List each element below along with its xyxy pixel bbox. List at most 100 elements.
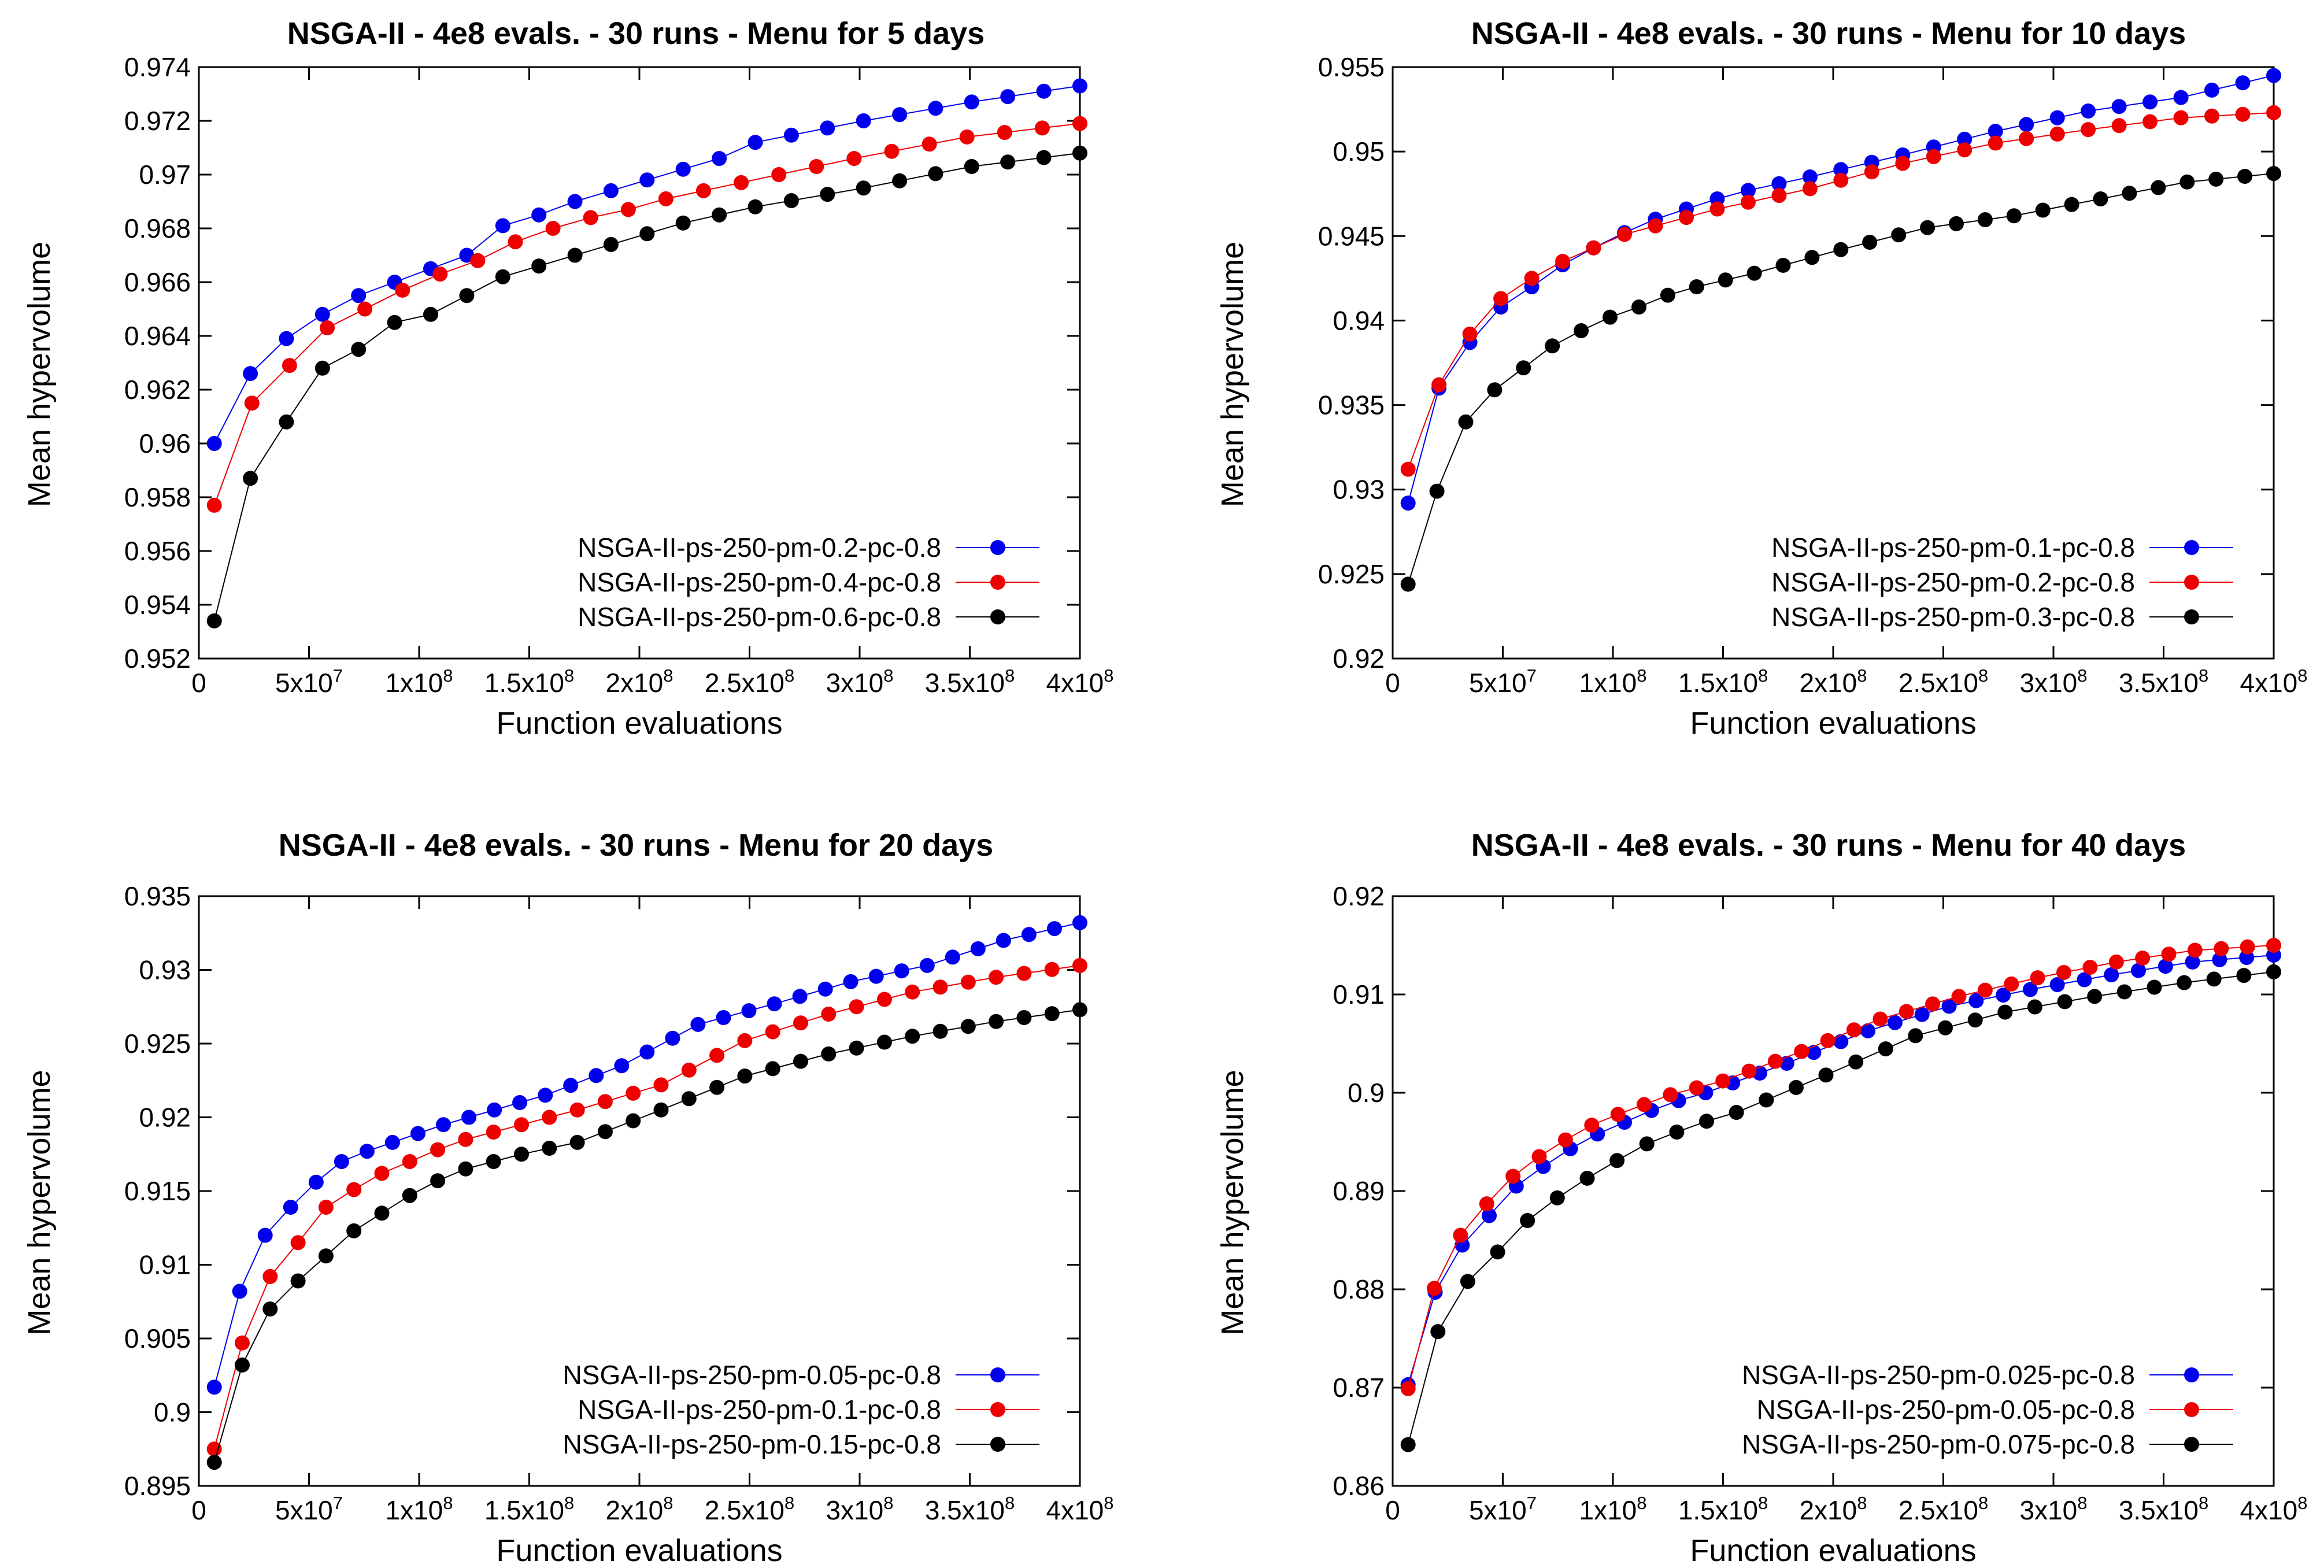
data-point bbox=[486, 1125, 501, 1140]
legend-marker bbox=[2184, 1437, 2199, 1452]
data-point bbox=[1016, 1010, 1032, 1025]
data-point bbox=[658, 191, 673, 206]
chart-title: NSGA-II - 4e8 evals. - 30 runs - Menu fo… bbox=[279, 828, 993, 863]
data-point bbox=[567, 194, 583, 209]
data-point bbox=[905, 984, 920, 1000]
data-point bbox=[1072, 116, 1087, 131]
legend-label: NSGA-II-ps-250-pm-0.05-pc-0.8 bbox=[563, 1360, 941, 1390]
data-point bbox=[1718, 272, 1733, 288]
data-point bbox=[1431, 377, 1447, 393]
legend-label: NSGA-II-ps-250-pm-0.025-pc-0.8 bbox=[1742, 1360, 2135, 1390]
y-tick-label: 0.9 bbox=[1348, 1078, 1385, 1108]
data-point bbox=[868, 968, 884, 984]
data-point bbox=[314, 360, 330, 376]
data-point bbox=[1988, 135, 2003, 151]
data-point bbox=[538, 1088, 553, 1103]
data-point bbox=[1044, 1006, 1060, 1022]
data-point bbox=[1740, 194, 1756, 210]
y-tick-label: 0.91 bbox=[139, 1250, 191, 1280]
data-point bbox=[737, 1033, 753, 1048]
data-point bbox=[1741, 1063, 1757, 1079]
data-point bbox=[1400, 461, 1416, 477]
legend-label: NSGA-II-ps-250-pm-0.1-pc-0.8 bbox=[1771, 532, 2135, 563]
data-point bbox=[892, 107, 908, 123]
series-3 bbox=[206, 145, 1087, 628]
data-point bbox=[793, 1053, 808, 1069]
data-point bbox=[709, 1079, 725, 1095]
data-point bbox=[696, 183, 711, 198]
data-point bbox=[741, 1003, 757, 1019]
data-point bbox=[932, 979, 948, 995]
x-tick-label: 2.5x108 bbox=[1899, 1493, 1988, 1525]
data-point bbox=[964, 159, 979, 174]
data-point bbox=[793, 1015, 808, 1031]
data-point bbox=[1926, 149, 1941, 164]
data-point bbox=[765, 1061, 780, 1077]
data-point bbox=[1957, 131, 1973, 147]
series-2 bbox=[1400, 105, 2281, 477]
data-point bbox=[1833, 162, 1849, 177]
data-point bbox=[206, 613, 222, 628]
y-tick-label: 0.972 bbox=[124, 106, 191, 136]
data-point bbox=[1429, 483, 1445, 499]
y-tick-label: 0.925 bbox=[1318, 559, 1385, 589]
y-axis-label: Mean hypervolume bbox=[1215, 242, 1250, 507]
data-point bbox=[318, 1248, 334, 1264]
data-point bbox=[765, 1024, 780, 1040]
x-tick-label: 2x108 bbox=[1800, 665, 1867, 698]
x-tick-label: 1.5x108 bbox=[1678, 1493, 1768, 1525]
data-point bbox=[849, 1040, 864, 1056]
data-point bbox=[734, 175, 749, 190]
x-tick-label: 2.5x108 bbox=[705, 1493, 794, 1525]
data-point bbox=[1487, 382, 1503, 398]
data-point bbox=[206, 436, 222, 451]
data-point bbox=[876, 992, 892, 1007]
data-point bbox=[2004, 976, 2019, 992]
data-point bbox=[1949, 216, 1964, 231]
data-point bbox=[928, 166, 943, 182]
data-point bbox=[430, 1173, 446, 1189]
data-point bbox=[262, 1269, 278, 1284]
data-point bbox=[1524, 271, 1540, 286]
x-tick-label: 4x108 bbox=[2240, 1493, 2308, 1525]
data-point bbox=[495, 269, 510, 284]
chart-panel: NSGA-II - 4e8 evals. - 30 runs - Menu fo… bbox=[1215, 16, 2308, 741]
data-point bbox=[1610, 1107, 1626, 1122]
data-point bbox=[1804, 250, 1820, 265]
x-tick-label: 5x107 bbox=[1469, 1493, 1537, 1525]
data-point bbox=[894, 963, 909, 979]
data-point bbox=[206, 1455, 222, 1470]
data-point bbox=[1872, 1011, 1888, 1027]
data-point bbox=[1549, 1190, 1565, 1205]
data-point bbox=[1891, 227, 1907, 243]
data-point bbox=[1775, 257, 1791, 273]
data-point bbox=[2208, 171, 2224, 187]
data-point bbox=[2122, 186, 2137, 201]
data-point bbox=[1584, 1118, 1600, 1133]
series-1 bbox=[206, 78, 1087, 451]
data-point bbox=[1848, 1054, 1864, 1070]
data-point bbox=[283, 1200, 298, 1215]
data-point bbox=[597, 1094, 613, 1110]
data-point bbox=[653, 1102, 669, 1118]
series-line bbox=[213, 85, 1080, 444]
data-point bbox=[470, 253, 486, 268]
data-point bbox=[603, 236, 619, 252]
data-point bbox=[351, 342, 367, 357]
data-point bbox=[905, 1029, 920, 1044]
data-point bbox=[747, 135, 763, 150]
data-point bbox=[1490, 1244, 1505, 1260]
data-point bbox=[1864, 164, 1879, 180]
x-tick-label: 5x107 bbox=[275, 1493, 343, 1525]
data-point bbox=[709, 1048, 725, 1063]
data-point bbox=[589, 1068, 604, 1083]
data-point bbox=[308, 1174, 324, 1190]
data-point bbox=[2064, 197, 2079, 212]
data-point bbox=[279, 331, 294, 346]
data-point bbox=[1036, 83, 1052, 99]
data-point bbox=[1555, 254, 1571, 269]
data-point bbox=[2057, 994, 2073, 1009]
data-point bbox=[569, 1134, 585, 1150]
data-point bbox=[1072, 957, 1087, 973]
data-point bbox=[2104, 967, 2119, 982]
